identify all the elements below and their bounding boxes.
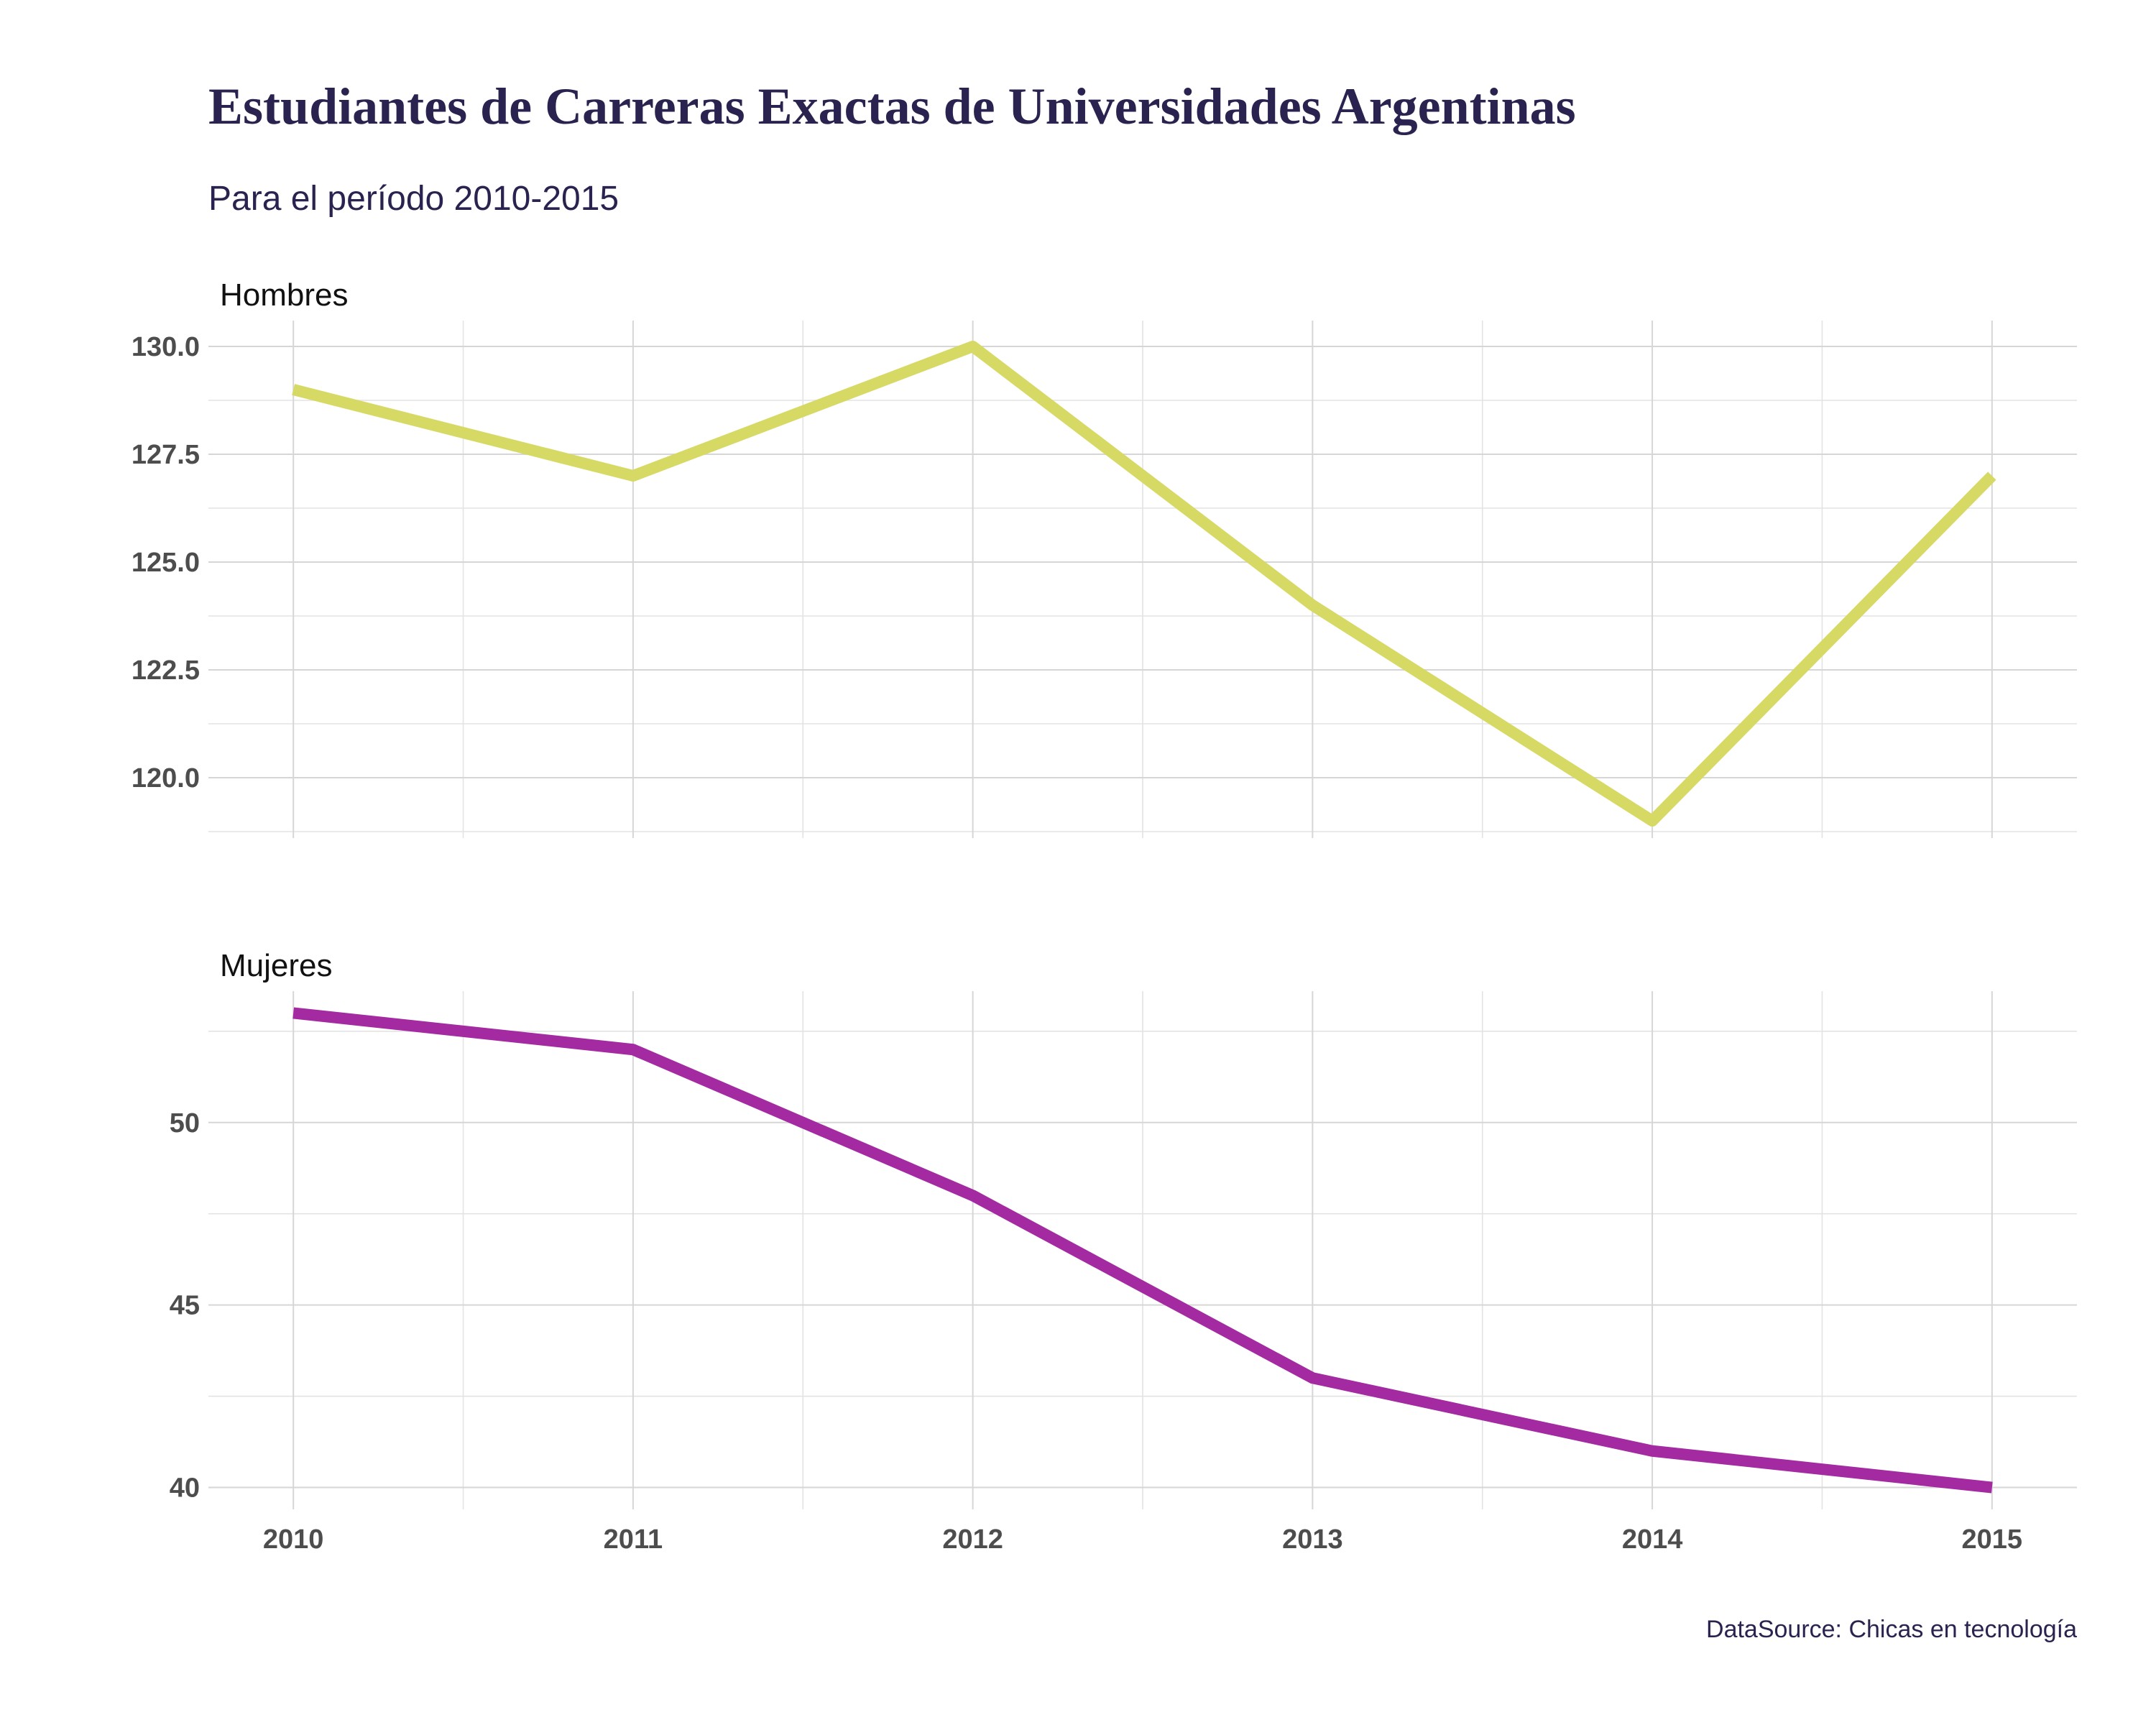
data-point xyxy=(1986,470,1998,482)
data-point xyxy=(967,341,979,352)
facet-panel-hombres: 120.0 122.5 125.0 127.5 130.0 Hombres xyxy=(132,277,2077,838)
data-point xyxy=(1646,815,1658,827)
y-tick-label: 120.0 xyxy=(132,763,200,794)
data-point xyxy=(627,470,639,482)
data-point xyxy=(1646,1445,1658,1457)
y-tick-label: 45 xyxy=(170,1291,200,1321)
x-tick-label: 2010 xyxy=(263,1524,324,1555)
x-tick-label: 2014 xyxy=(1622,1524,1683,1555)
y-tick-label: 127.5 xyxy=(132,440,200,470)
x-tick-label: 2012 xyxy=(942,1524,1003,1555)
data-point xyxy=(1307,599,1318,611)
data-point xyxy=(967,1190,979,1201)
x-axis: 2010 2011 2012 2013 2014 2015 xyxy=(263,1524,2022,1555)
chart-subtitle: Para el período 2010-2015 xyxy=(208,180,619,218)
y-tick-label: 130.0 xyxy=(132,332,200,362)
facet-strip-label: Mujeres xyxy=(220,948,333,983)
x-tick-label: 2013 xyxy=(1282,1524,1343,1555)
chart-title: Estudiantes de Carreras Exactas de Unive… xyxy=(208,78,1576,135)
data-point xyxy=(287,384,299,395)
chart-caption: DataSource: Chicas en tecnología xyxy=(1706,1616,2077,1643)
data-point xyxy=(1986,1482,1998,1494)
series-line-hombres xyxy=(292,341,1996,827)
facet-strip-label: Hombres xyxy=(220,277,349,313)
facet-panels: 120.0 122.5 125.0 127.5 130.0 Hombres 40 45 50 Mu… xyxy=(132,277,2077,1555)
data-point xyxy=(627,1044,639,1055)
series-line-mujeres xyxy=(292,1007,1993,1494)
data-point xyxy=(1307,1372,1318,1384)
y-tick-label: 125.0 xyxy=(132,548,200,578)
y-tick-label: 122.5 xyxy=(132,656,200,686)
facet-panel-mujeres: 40 45 50 Mujeres xyxy=(170,948,2077,1509)
x-tick-label: 2015 xyxy=(1962,1524,2023,1555)
data-point xyxy=(287,1007,299,1018)
x-tick-label: 2011 xyxy=(604,1524,663,1555)
y-tick-label: 50 xyxy=(170,1108,200,1138)
y-tick-label: 40 xyxy=(170,1473,200,1504)
